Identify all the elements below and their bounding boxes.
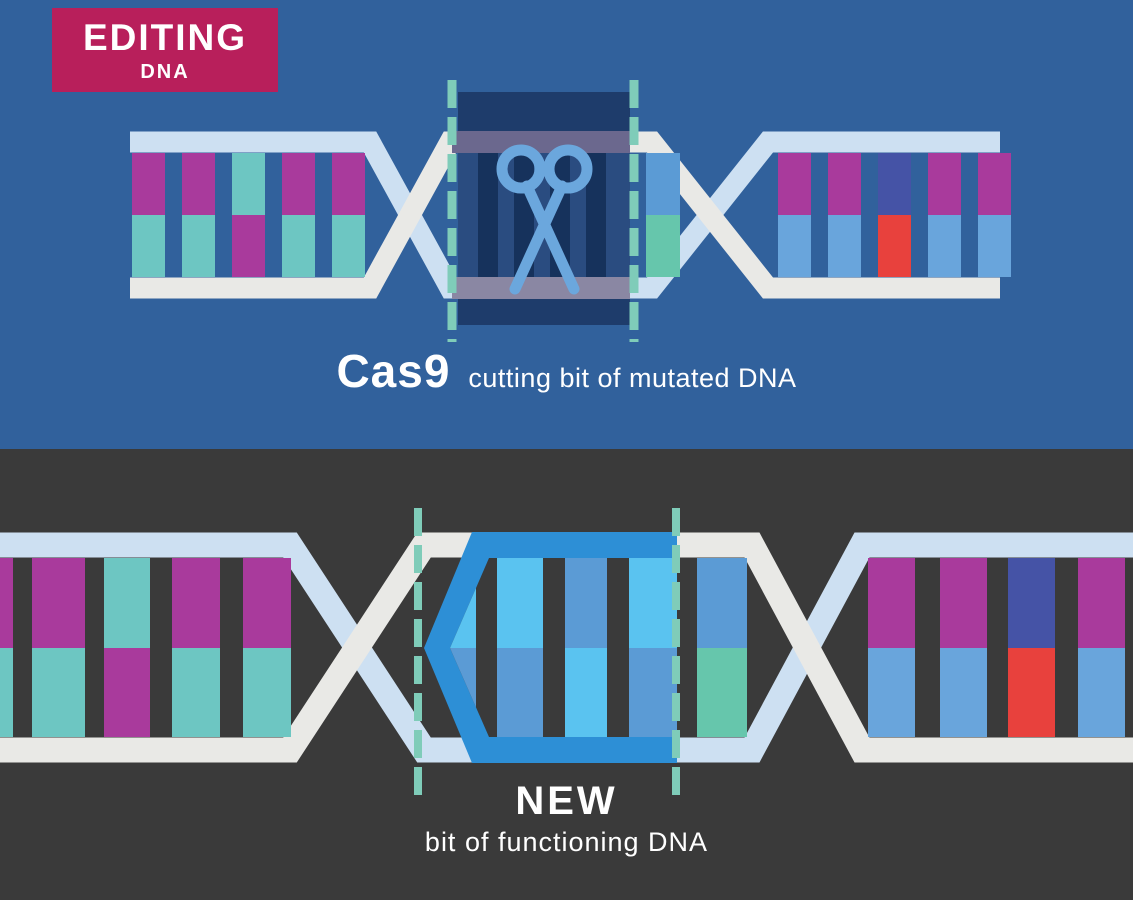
editing-panel: EDITING DNA: [0, 0, 1133, 449]
base-pair-green: [697, 648, 747, 737]
base-pair-teal: [172, 648, 220, 737]
new-dna-panel: NEW bit of functioning DNA: [0, 449, 1133, 900]
base-pair-teal: [243, 648, 291, 737]
base-pair-magenta: [182, 153, 215, 215]
base-pair-magenta: [1078, 558, 1125, 648]
base-pair-cyan: [497, 558, 543, 648]
base-pairs-left: [0, 558, 291, 737]
base-pair-magenta: [104, 648, 150, 737]
scissors-icon: [496, 144, 593, 295]
base-pair-teal: [0, 648, 13, 737]
new-dna-insert: [424, 532, 677, 763]
muted-strand-top: [452, 131, 630, 153]
base-pair-sky: [646, 153, 680, 215]
cas9-sublabel: cutting bit of mutated DNA: [468, 363, 797, 393]
base-pair-sky: [565, 558, 607, 648]
base-pair-blue: [868, 648, 915, 737]
base-pair-magenta: [868, 558, 915, 648]
base-pair-magenta: [243, 558, 291, 648]
base-pair-teal: [182, 215, 215, 277]
base-pair-magenta: [978, 153, 1011, 215]
base-pair-magenta: [828, 153, 861, 215]
base-pair-indigo: [1008, 558, 1055, 648]
base-pair-magenta: [928, 153, 961, 215]
scissors-handle: [543, 144, 593, 194]
base-pair-sky: [497, 648, 543, 737]
badge-subtitle: DNA: [140, 60, 190, 83]
base-pairs-right: [868, 558, 1125, 737]
base-pair-magenta: [282, 153, 315, 215]
base-pair-blue: [828, 215, 861, 277]
base-pair-teal: [32, 648, 85, 737]
muted-strand-bottom: [452, 277, 630, 299]
base-pair-cyan: [629, 558, 677, 648]
editing-dna-badge: EDITING DNA: [52, 8, 278, 92]
base-pair-magenta: [172, 558, 220, 648]
base-pair-teal: [132, 215, 165, 277]
base-pair-teal: [104, 558, 150, 648]
base-pair-magenta: [232, 215, 265, 277]
new-caption: NEW bit of functioning DNA: [0, 779, 1133, 858]
editing-caption: Cas9 cutting bit of mutated DNA: [0, 344, 1133, 398]
base-pair-magenta: [332, 153, 365, 215]
base-pair-teal: [232, 153, 265, 215]
cas9-label: Cas9: [336, 345, 451, 397]
base-pair-cyan: [565, 648, 607, 737]
base-pair-red: [878, 215, 911, 277]
base-pair-teal: [332, 215, 365, 277]
new-label: NEW: [515, 779, 618, 823]
base-pair-sky: [629, 648, 677, 737]
base-pair-blue: [1078, 648, 1125, 737]
base-pair-red: [1008, 648, 1055, 737]
scissors-blade: [509, 180, 568, 295]
badge-title: EDITING: [82, 16, 248, 58]
base-pair-magenta: [132, 153, 165, 215]
base-pair-green: [646, 215, 680, 277]
base-pairs-right: [778, 153, 1011, 277]
dimmed-base-pair: [478, 153, 498, 277]
base-pair-blue: [940, 648, 987, 737]
base-pair-magenta: [940, 558, 987, 648]
base-pairs-left: [132, 153, 365, 277]
dimmed-base-pair: [586, 153, 606, 277]
scissors-handle: [496, 144, 546, 194]
dna-helix-bottom: [0, 508, 1133, 798]
base-pair-right-of-insert: [697, 558, 747, 737]
base-pair-blue: [978, 215, 1011, 277]
new-sublabel: bit of functioning DNA: [424, 827, 709, 857]
base-pair-indigo: [878, 153, 911, 215]
base-pair-magenta: [32, 558, 85, 648]
base-pair-magenta: [0, 558, 13, 648]
base-pair-blue: [928, 215, 961, 277]
base-pair-sky: [697, 558, 747, 648]
base-pair-magenta: [778, 153, 811, 215]
scissors-blade: [521, 180, 580, 295]
base-pair-blue: [778, 215, 811, 277]
base-pair-teal: [282, 215, 315, 277]
base-pair-right-of-box: [646, 153, 680, 277]
dna-helix-top: [130, 80, 1011, 342]
